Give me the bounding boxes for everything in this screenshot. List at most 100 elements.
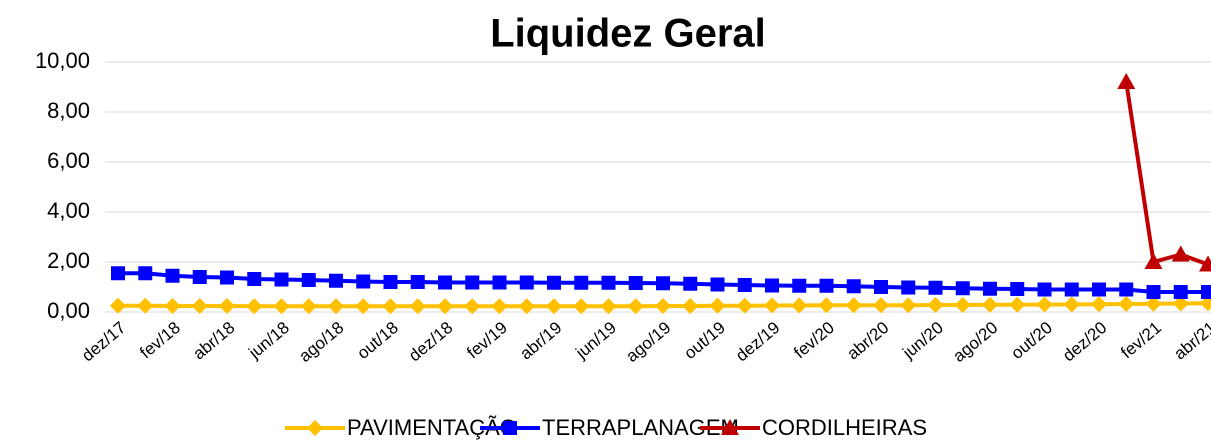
x-tick-label: jun/19 xyxy=(571,318,619,363)
marker xyxy=(791,297,808,314)
marker xyxy=(736,297,753,314)
y-tick-label: 6,00 xyxy=(47,148,90,173)
marker xyxy=(873,297,889,314)
x-tick-label: fev/21 xyxy=(1117,318,1165,362)
marker xyxy=(1201,285,1211,299)
marker xyxy=(465,275,480,290)
line xyxy=(1124,81,1209,267)
marker xyxy=(111,266,125,281)
marker xyxy=(546,298,562,315)
marker xyxy=(764,297,780,314)
marker xyxy=(656,276,670,291)
y-tick-label: 2,00 xyxy=(47,248,90,273)
marker xyxy=(709,297,726,314)
marker xyxy=(573,298,590,315)
marker xyxy=(1091,296,1107,313)
marker xyxy=(137,297,154,314)
x-tick-label: out/19 xyxy=(681,318,729,363)
marker xyxy=(138,266,153,281)
x-tick-label: fev/18 xyxy=(136,318,184,362)
marker xyxy=(846,279,861,294)
marker xyxy=(627,298,644,315)
legend-marker xyxy=(307,420,323,436)
marker xyxy=(574,275,589,290)
marker xyxy=(356,274,371,289)
series xyxy=(111,266,1211,299)
marker xyxy=(955,281,970,296)
legend-label: CORDILHEIRAS xyxy=(762,415,927,440)
x-tick-label: abr/20 xyxy=(843,318,892,364)
x-tick-label: abr/21 xyxy=(1170,318,1211,364)
marker xyxy=(409,298,426,315)
marker xyxy=(1010,282,1025,296)
marker xyxy=(355,298,372,315)
marker xyxy=(628,276,643,290)
marker xyxy=(246,298,263,315)
marker xyxy=(900,297,917,314)
chart-title: Liquidez Geral xyxy=(490,12,766,56)
marker xyxy=(1064,282,1079,297)
marker xyxy=(1092,282,1106,297)
marker xyxy=(492,275,507,290)
marker xyxy=(274,272,289,287)
marker xyxy=(165,268,180,283)
series xyxy=(1117,73,1211,272)
marker xyxy=(983,281,997,296)
marker xyxy=(874,280,888,294)
marker xyxy=(491,298,508,315)
y-tick-label: 10,00 xyxy=(35,48,90,73)
y-tick-label: 8,00 xyxy=(47,98,90,123)
marker xyxy=(1037,282,1052,297)
marker xyxy=(1117,73,1136,89)
marker xyxy=(464,298,481,315)
marker xyxy=(954,297,971,313)
marker xyxy=(164,298,181,314)
x-tick-label: out/18 xyxy=(354,318,402,363)
x-tick-label: fev/19 xyxy=(463,318,511,362)
marker xyxy=(710,277,725,292)
marker xyxy=(1171,245,1190,262)
marker xyxy=(845,297,862,314)
marker xyxy=(519,275,534,290)
marker xyxy=(518,298,535,315)
marker xyxy=(818,297,835,314)
marker xyxy=(737,278,752,292)
x-tick-label: out/20 xyxy=(1008,318,1056,363)
marker xyxy=(329,273,343,288)
marker xyxy=(328,298,344,315)
y-tick-label: 0,00 xyxy=(47,298,90,323)
marker xyxy=(1144,253,1163,269)
marker xyxy=(382,298,399,315)
marker xyxy=(1009,296,1026,313)
marker xyxy=(191,298,208,314)
legend-marker xyxy=(721,419,739,435)
marker xyxy=(1145,295,1162,312)
x-tick-label: abr/18 xyxy=(189,318,238,364)
x-tick-label: ago/19 xyxy=(622,318,674,366)
marker xyxy=(1173,285,1188,299)
marker xyxy=(601,275,616,290)
marker xyxy=(437,298,453,315)
legend-entry: CORDILHEIRAS xyxy=(700,415,927,440)
marker xyxy=(438,275,452,290)
marker xyxy=(547,275,561,290)
marker xyxy=(682,298,699,314)
marker xyxy=(247,272,262,286)
marker xyxy=(192,270,207,284)
marker xyxy=(928,280,943,295)
series xyxy=(110,295,1211,315)
x-tick-label: ago/18 xyxy=(295,318,347,366)
y-tick-label: 4,00 xyxy=(47,198,90,223)
marker xyxy=(901,280,916,295)
marker xyxy=(655,298,671,314)
x-tick-label: dez/18 xyxy=(405,318,456,365)
x-tick-label: dez/17 xyxy=(78,318,129,365)
x-tick-label: dez/20 xyxy=(1059,318,1110,365)
legend-marker xyxy=(503,421,517,435)
marker xyxy=(1200,295,1211,312)
marker xyxy=(600,298,617,315)
marker xyxy=(300,298,317,315)
marker xyxy=(792,278,807,293)
marker xyxy=(683,276,698,291)
marker xyxy=(765,278,779,293)
